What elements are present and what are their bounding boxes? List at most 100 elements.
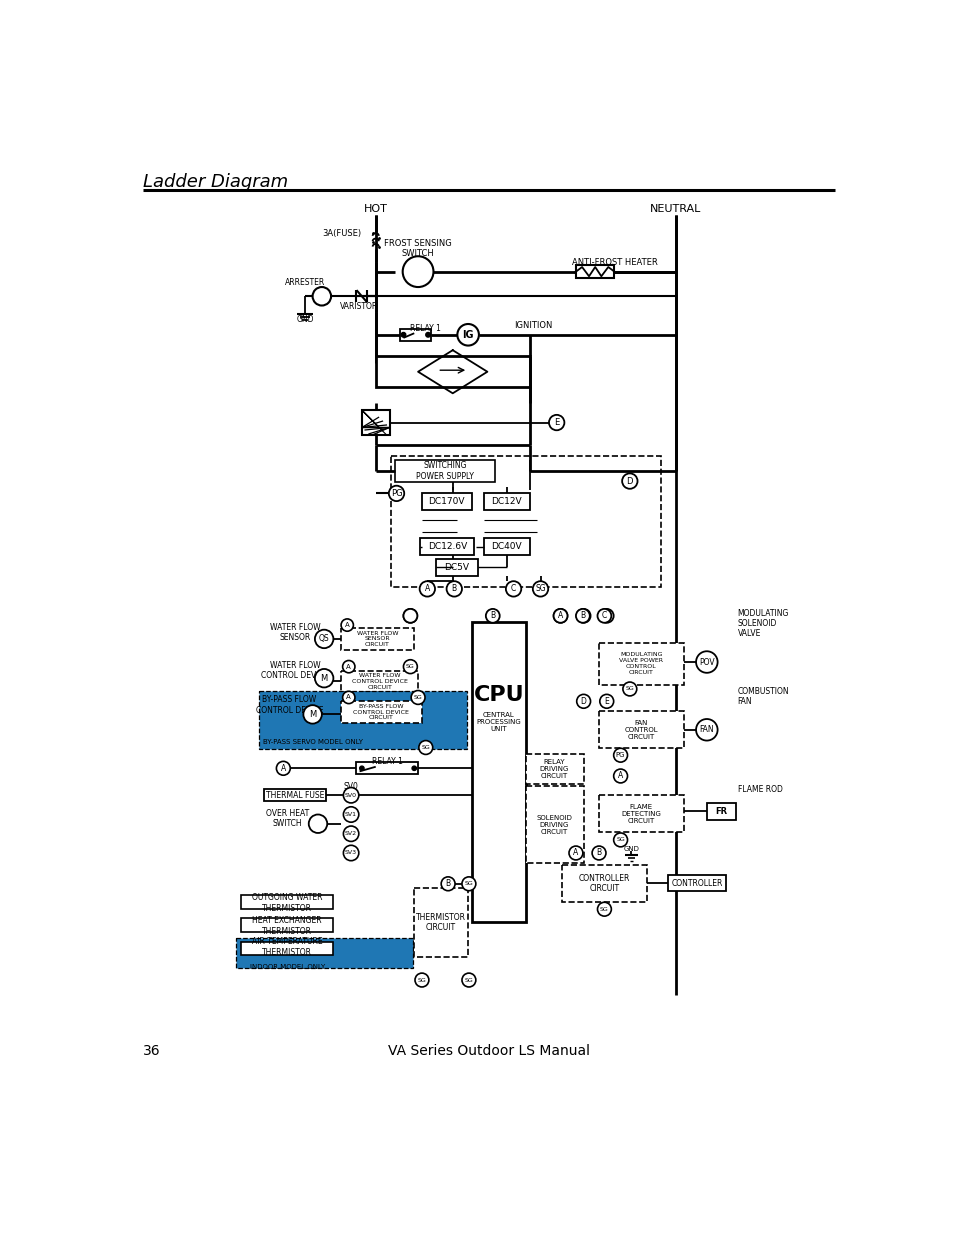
Text: OVER HEAT
SWITCH: OVER HEAT SWITCH	[265, 809, 309, 828]
Text: A: A	[346, 694, 351, 700]
Circle shape	[577, 694, 590, 709]
Bar	[414, 888, 468, 957]
Circle shape	[303, 705, 321, 724]
Bar	[241, 918, 333, 933]
Text: PG: PG	[391, 489, 402, 499]
Bar	[598, 643, 683, 685]
Circle shape	[359, 766, 364, 771]
Text: WATER FLOW
CONTROL DEVICE
CIRCUIT: WATER FLOW CONTROL DEVICE CIRCUIT	[352, 673, 407, 689]
Text: MODULATING
SOLENOID
VALVE: MODULATING SOLENOID VALVE	[737, 609, 788, 638]
Text: FLAME
DETECTING
CIRCUIT: FLAME DETECTING CIRCUIT	[620, 804, 660, 825]
Text: SG: SG	[406, 664, 415, 669]
Text: IGNITION: IGNITION	[514, 322, 552, 330]
Circle shape	[342, 691, 355, 704]
Text: SG: SG	[625, 687, 634, 691]
Circle shape	[621, 474, 637, 489]
Text: SG: SG	[464, 881, 473, 886]
Text: COMBUSTION
FAN: COMBUSTION FAN	[737, 687, 788, 706]
Circle shape	[613, 833, 627, 847]
Bar	[391, 456, 659, 588]
Text: BY-PASS FLOW
CONTROL DEVICE: BY-PASS FLOW CONTROL DEVICE	[255, 695, 323, 715]
Text: VARISTOR: VARISTOR	[339, 302, 377, 310]
Text: A: A	[558, 611, 562, 620]
Text: SV3: SV3	[345, 851, 356, 856]
Circle shape	[597, 902, 611, 917]
Text: ANTI-FROST HEATER: ANTI-FROST HEATER	[571, 257, 657, 267]
Circle shape	[418, 741, 433, 755]
Text: THERMISTOR
CIRCUIT: THERMISTOR CIRCUIT	[416, 913, 466, 931]
Bar	[395, 460, 495, 482]
Circle shape	[505, 581, 520, 596]
Circle shape	[403, 609, 416, 622]
Bar	[706, 803, 736, 820]
Text: WATER FLOW
SENSOR
CIRCUIT: WATER FLOW SENSOR CIRCUIT	[356, 631, 397, 647]
Circle shape	[342, 661, 355, 673]
Circle shape	[343, 826, 358, 841]
Circle shape	[412, 766, 416, 771]
Circle shape	[276, 761, 290, 776]
Text: SV1: SV1	[345, 811, 356, 816]
Text: 3A(FUSE): 3A(FUSE)	[322, 229, 361, 238]
Circle shape	[548, 414, 564, 430]
Circle shape	[440, 877, 455, 891]
Text: B: B	[445, 880, 450, 888]
Text: FAN: FAN	[699, 725, 714, 735]
Text: HOT: HOT	[363, 204, 387, 214]
Text: FROST SENSING
SWITCH: FROST SENSING SWITCH	[384, 239, 452, 259]
Bar	[341, 628, 414, 649]
Text: D: D	[580, 696, 586, 706]
Circle shape	[343, 845, 358, 861]
Text: Ladder Diagram: Ladder Diagram	[143, 172, 288, 190]
Circle shape	[456, 324, 478, 345]
Text: SV2: SV2	[343, 829, 358, 839]
Text: SG: SG	[417, 977, 426, 982]
Text: A: A	[558, 611, 562, 620]
Text: VA Series Outdoor LS Manual: VA Series Outdoor LS Manual	[388, 1044, 589, 1058]
Text: SG: SG	[599, 907, 608, 912]
Text: FAN
CONTROL
CIRCUIT: FAN CONTROL CIRCUIT	[624, 720, 658, 740]
Circle shape	[314, 630, 333, 648]
Text: 36: 36	[143, 1044, 161, 1058]
Circle shape	[576, 609, 589, 622]
Circle shape	[461, 877, 476, 891]
Text: SG: SG	[535, 584, 545, 594]
Text: SG: SG	[616, 837, 624, 842]
Text: POV: POV	[699, 658, 714, 667]
Bar	[668, 875, 725, 892]
Text: AIR TEMPERATURE
THERMISTOR: AIR TEMPERATURE THERMISTOR	[252, 938, 322, 956]
Text: QS: QS	[318, 635, 329, 643]
Circle shape	[461, 974, 476, 987]
Circle shape	[446, 581, 461, 596]
Bar	[598, 795, 683, 833]
Text: DC170V: DC170V	[428, 497, 464, 506]
Bar	[483, 494, 529, 511]
Text: SV3: SV3	[343, 849, 358, 857]
Bar	[576, 266, 614, 278]
Text: SV1: SV1	[343, 810, 358, 819]
Text: DC12V: DC12V	[491, 497, 521, 506]
Bar	[258, 691, 466, 750]
Text: DC5V: DC5V	[443, 563, 469, 571]
Text: BY-PASS SERVO MODEL ONLY: BY-PASS SERVO MODEL ONLY	[262, 740, 362, 745]
Bar	[525, 755, 583, 784]
Text: B: B	[579, 611, 585, 620]
Circle shape	[313, 287, 331, 306]
Text: SWITCHING
POWER SUPPLY: SWITCHING POWER SUPPLY	[416, 461, 474, 481]
Text: NEUTRAL: NEUTRAL	[650, 204, 701, 214]
Text: SV2: SV2	[345, 831, 356, 836]
Bar	[356, 762, 417, 774]
Bar	[421, 494, 472, 511]
Bar	[375, 356, 529, 387]
Bar	[264, 789, 325, 802]
Text: E: E	[604, 696, 608, 706]
Bar	[241, 896, 333, 909]
Text: A: A	[280, 763, 286, 773]
Text: A: A	[344, 622, 349, 628]
Text: RELAY 1: RELAY 1	[372, 757, 402, 766]
Bar	[341, 701, 421, 722]
Text: C: C	[511, 584, 516, 594]
Text: CONTROLLER: CONTROLLER	[670, 878, 721, 887]
Text: C: C	[603, 611, 609, 620]
Text: M: M	[309, 710, 315, 719]
Text: D: D	[626, 476, 633, 486]
